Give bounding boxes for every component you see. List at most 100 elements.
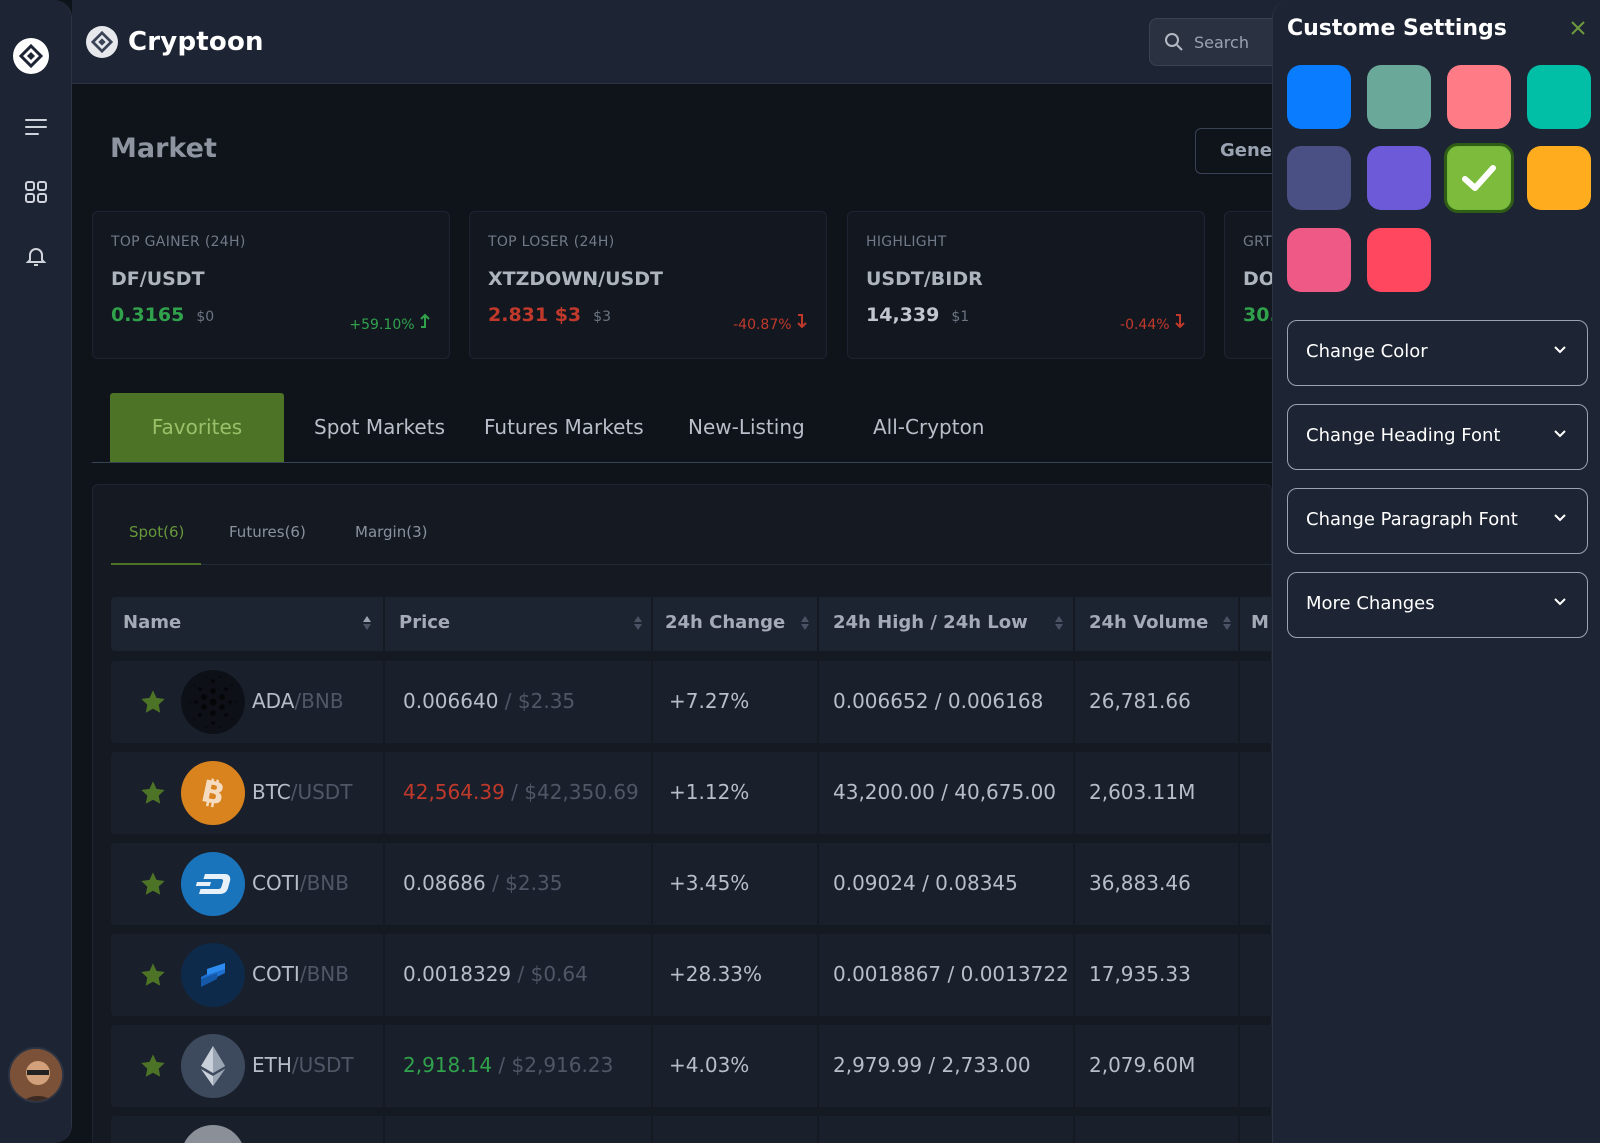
change-color-dropdown[interactable]: Change Color: [1287, 320, 1588, 386]
tab-favorites[interactable]: Favorites: [110, 393, 284, 462]
column-header-high-low[interactable]: 24h High / 24h Low: [833, 612, 1028, 633]
color-swatch-red[interactable]: [1367, 228, 1431, 292]
column-header-volume[interactable]: 24h Volume: [1089, 612, 1209, 633]
tab-new-listing[interactable]: New-Listing: [688, 415, 805, 439]
table-row[interactable]: [111, 1116, 1273, 1143]
card-change: +59.10%: [349, 313, 431, 333]
summary-card-top-gainer[interactable]: TOP GAINER (24H) DF/USDT 0.3165 $0 +59.1…: [92, 211, 450, 359]
chevron-down-icon: [1554, 598, 1566, 606]
price-usd: / $0.64: [511, 962, 588, 986]
color-swatch-blue[interactable]: [1287, 65, 1351, 129]
chevron-down-icon: [1554, 346, 1566, 354]
pair-label: COTI/BNB: [252, 962, 349, 986]
pair-label: BTC/USDT: [252, 780, 352, 804]
pair-quote: /USDT: [290, 780, 353, 804]
sort-icon[interactable]: [1223, 615, 1231, 631]
sort-icon[interactable]: [634, 615, 642, 631]
table-row[interactable]: ADA/BNB 0.006640 / $2.35 +7.27% 0.006652…: [111, 661, 1273, 743]
price-value: 0.006640: [403, 689, 499, 713]
change-paragraph-font-dropdown[interactable]: Change Paragraph Font: [1287, 488, 1588, 554]
search-placeholder: Search: [1194, 32, 1249, 52]
tab-spot-markets[interactable]: Spot Markets: [314, 415, 445, 439]
star-icon[interactable]: [139, 1052, 167, 1080]
table-row[interactable]: COTI/BNB 0.0018329 / $0.64 +28.33% 0.001…: [111, 934, 1273, 1016]
subtab-futures[interactable]: Futures(6): [229, 523, 306, 541]
change-cell: +7.27%: [669, 689, 750, 713]
subtab-margin[interactable]: Margin(3): [355, 523, 428, 541]
more-changes-dropdown[interactable]: More Changes: [1287, 572, 1588, 638]
pair-quote: /BNB: [299, 962, 349, 986]
subtabs: Spot(6) Futures(6) Margin(3): [111, 523, 1273, 565]
pair-base: ADA: [252, 689, 295, 713]
card-price: 2.831 $3: [488, 304, 582, 326]
card-price: 30.: [1243, 304, 1277, 326]
ethereum-icon: [181, 1034, 245, 1098]
bitcoin-icon: B: [181, 761, 245, 825]
high-low-cell: 0.006652 / 0.006168: [833, 689, 1044, 713]
arrow-down-icon: [1175, 314, 1185, 329]
card-pair: DF/USDT: [111, 268, 205, 290]
price-value: 0.08686: [403, 871, 486, 895]
chevron-down-icon: [1554, 514, 1566, 522]
card-label: TOP GAINER (24H): [111, 234, 246, 250]
volume-cell: 2,079.60M: [1089, 1053, 1196, 1077]
color-swatch-indigo[interactable]: [1287, 146, 1351, 210]
summary-card-highlight[interactable]: HIGHLIGHT USDT/BIDR 14,339 $1 -0.44%: [847, 211, 1205, 359]
pair-base: ETH: [252, 1053, 292, 1077]
price-usd: / $42,350.69: [504, 780, 639, 804]
card-pair: DO: [1243, 268, 1275, 290]
color-swatch-amber[interactable]: [1527, 146, 1591, 210]
color-swatch-coral[interactable]: [1447, 65, 1511, 129]
column-header-24h-change[interactable]: 24h Change: [665, 612, 786, 633]
dropdown-label: Change Color: [1306, 341, 1428, 362]
tab-futures-markets[interactable]: Futures Markets: [484, 415, 644, 439]
avatar[interactable]: [8, 1047, 64, 1103]
color-swatch-green[interactable]: [1444, 143, 1514, 213]
sidebar-rail: [0, 0, 72, 1143]
table-row[interactable]: ETH/USDT 2,918.14 / $2,916.23 +4.03% 2,9…: [111, 1025, 1273, 1107]
star-icon[interactable]: [139, 688, 167, 716]
color-swatch-sage[interactable]: [1367, 65, 1431, 129]
sort-icon[interactable]: [1055, 615, 1063, 631]
pair-label: ETH/USDT: [252, 1053, 354, 1077]
dropdown-label: Change Paragraph Font: [1306, 509, 1518, 530]
settings-title: Custome Settings: [1287, 16, 1507, 41]
price-cell: 0.006640 / $2.35: [403, 661, 575, 743]
custom-settings-panel: Custome Settings Change Color Change Hea…: [1272, 0, 1600, 1143]
table-row[interactable]: B BTC/USDT 42,564.39 / $42,350.69 +1.12%…: [111, 752, 1273, 834]
arrow-up-icon: [420, 313, 430, 328]
bell-icon[interactable]: [22, 242, 50, 270]
price-cell: 0.08686 / $2.35: [403, 843, 562, 925]
column-header-more[interactable]: M: [1251, 612, 1269, 633]
table-row[interactable]: COTI/BNB 0.08686 / $2.35 +3.45% 0.09024 …: [111, 843, 1273, 925]
arrow-down-icon: [797, 314, 807, 329]
color-swatch-teal[interactable]: [1527, 65, 1591, 129]
apps-grid-icon[interactable]: [22, 178, 50, 206]
sort-icon[interactable]: [801, 615, 809, 631]
sort-icon[interactable]: [363, 615, 371, 631]
volume-cell: 2,603.11M: [1089, 780, 1196, 804]
logo-icon[interactable]: [13, 38, 49, 74]
brand[interactable]: Cryptoon: [86, 26, 264, 58]
price-value: 0.0018329: [403, 962, 512, 986]
color-swatch-purple[interactable]: [1367, 146, 1431, 210]
card-change-value: -40.87%: [733, 317, 792, 333]
dash-icon: [181, 852, 245, 916]
menu-icon[interactable]: [22, 113, 50, 141]
table-header: Name Price 24h Change 24h High / 24h Low…: [111, 597, 1273, 651]
subtab-spot[interactable]: Spot(6): [111, 523, 201, 565]
change-heading-font-dropdown[interactable]: Change Heading Font: [1287, 404, 1588, 470]
brand-logo-icon: [86, 26, 118, 58]
column-header-name[interactable]: Name: [123, 612, 182, 633]
star-icon[interactable]: [139, 779, 167, 807]
column-header-price[interactable]: Price: [399, 612, 451, 633]
star-icon[interactable]: [139, 870, 167, 898]
star-icon[interactable]: [139, 961, 167, 989]
tab-all-crypton[interactable]: All-Crypton: [873, 415, 985, 439]
card-price: 14,339: [866, 304, 940, 326]
close-icon[interactable]: [1566, 18, 1590, 42]
volume-cell: 26,781.66: [1089, 689, 1191, 713]
summary-card-top-loser[interactable]: TOP LOSER (24H) XTZDOWN/USDT 2.831 $3 $3…: [469, 211, 827, 359]
color-swatch-pink[interactable]: [1287, 228, 1351, 292]
market-table-panel: Spot(6) Futures(6) Margin(3) Name Price …: [92, 484, 1273, 1143]
